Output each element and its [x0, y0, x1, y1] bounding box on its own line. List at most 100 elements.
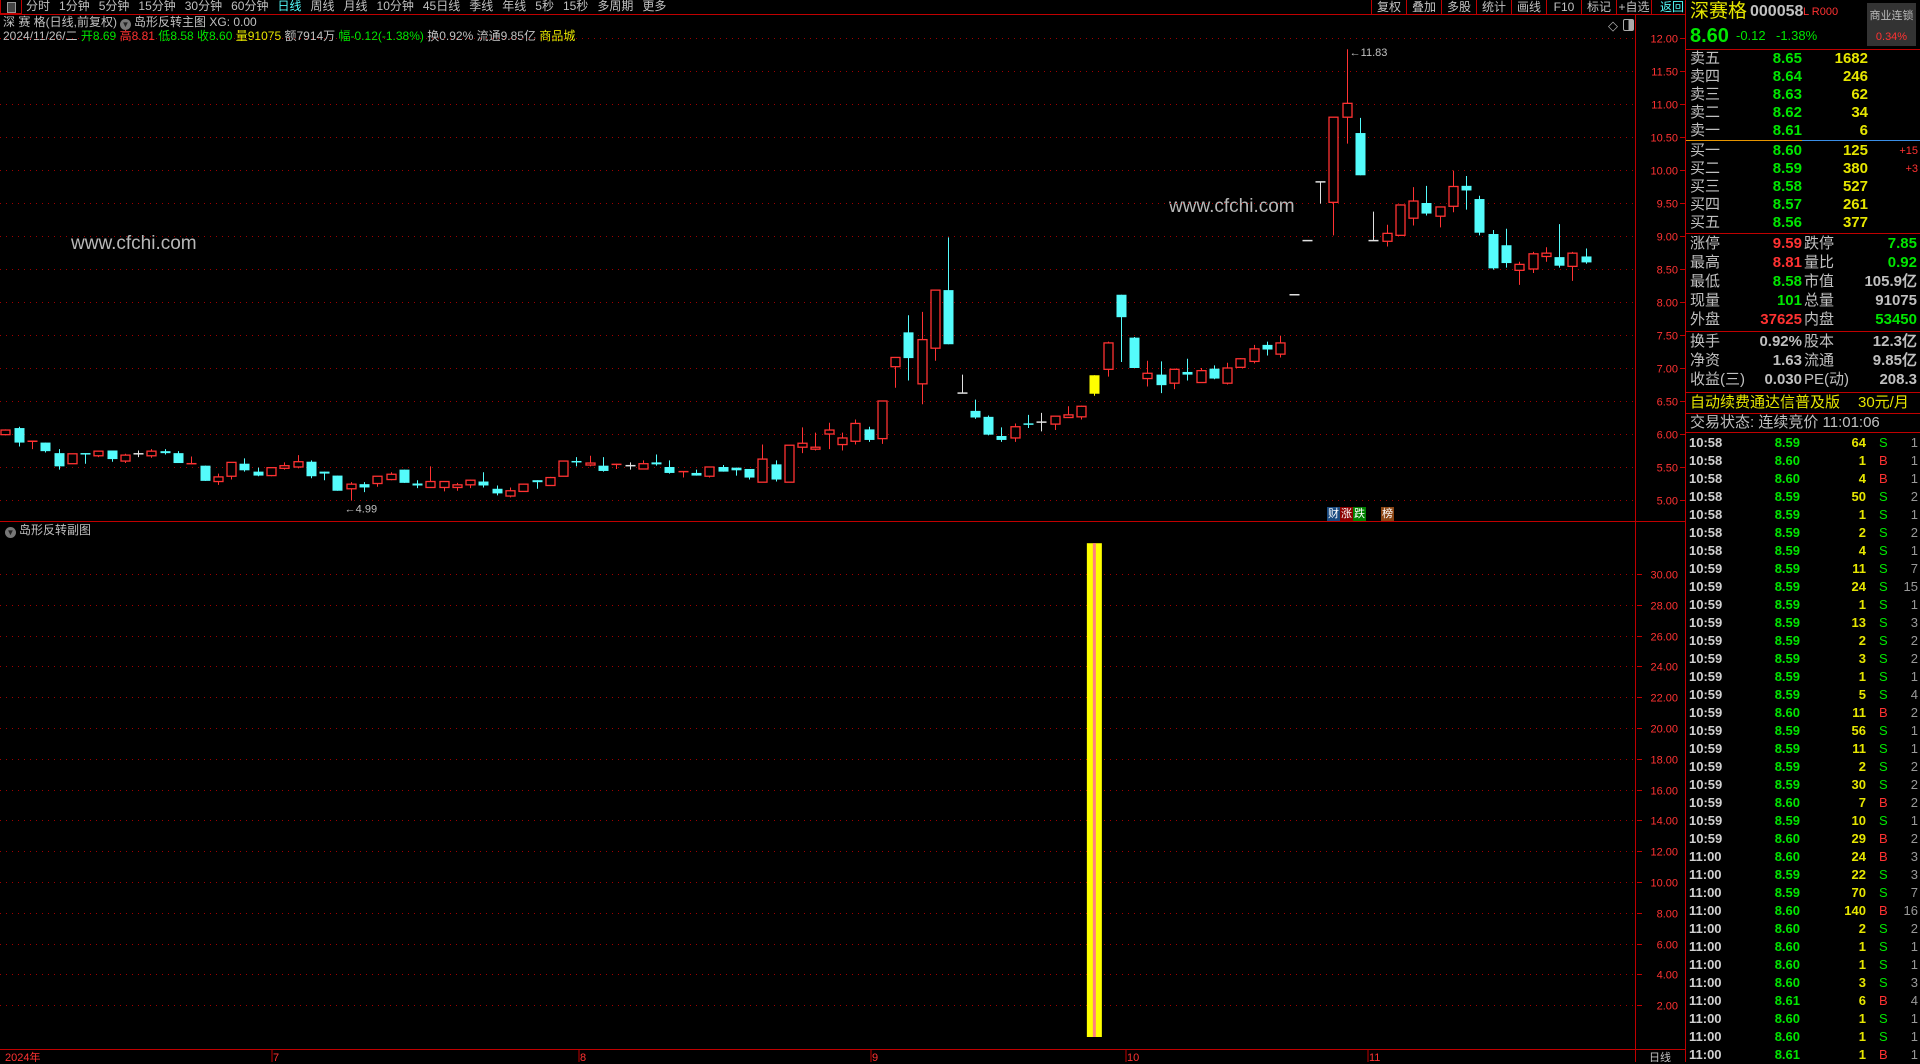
kline-chart[interactable]: 12.00 11.50 11.00 10.50 10.00 9.50 9.00 8.50 8.0… [0, 0, 1686, 1062]
candle-body[interactable] [1355, 133, 1366, 176]
rank-badge[interactable]: 榜 [1381, 507, 1394, 521]
candle-body[interactable] [1514, 263, 1525, 271]
candle-body[interactable] [1142, 372, 1153, 380]
candle-body[interactable] [1156, 374, 1167, 386]
candle-body[interactable] [213, 476, 224, 483]
candle-body[interactable] [890, 356, 901, 368]
candle-body[interactable] [864, 429, 875, 440]
candle-body[interactable] [1382, 232, 1393, 242]
sector-link[interactable]: 商品城 [539, 29, 576, 43]
candle-body[interactable] [107, 450, 118, 460]
bid-level[interactable]: 买三 8.58 527 [1686, 178, 1920, 196]
candle-body[interactable] [1328, 116, 1339, 203]
candle-body[interactable] [1209, 368, 1220, 379]
period-label[interactable]: 日线 [1649, 1050, 1671, 1062]
candle-body[interactable] [425, 480, 436, 489]
candle-body[interactable] [837, 437, 848, 446]
candle-body[interactable] [1435, 206, 1446, 217]
candle-body[interactable] [478, 481, 489, 486]
bid-level[interactable]: 买一 8.60 125 +15 [1686, 142, 1920, 160]
candle-body[interactable] [545, 476, 556, 487]
tab-period[interactable]: 年线 [502, 0, 527, 13]
candle-body[interactable] [771, 464, 782, 480]
candle-body[interactable] [67, 453, 78, 465]
candle-body[interactable] [1050, 415, 1061, 425]
candle-body[interactable] [1249, 348, 1260, 363]
candle-body[interactable] [160, 451, 171, 454]
candle-body[interactable] [1235, 358, 1246, 368]
candle-body[interactable] [1196, 369, 1207, 384]
candle-body[interactable] [638, 463, 649, 470]
sector-box[interactable]: 商业连锁 0.34% [1867, 3, 1916, 46]
candle-body[interactable] [1262, 344, 1273, 350]
candle-body[interactable] [598, 465, 609, 471]
tab-period[interactable]: 月线 [343, 0, 368, 13]
tab-period[interactable]: 1分钟 [59, 0, 90, 13]
candle-body[interactable] [691, 472, 702, 476]
candle-body[interactable] [293, 461, 304, 468]
candle-body[interactable] [996, 435, 1007, 440]
candle-body[interactable] [173, 453, 184, 464]
toolbar-button[interactable]: 统计 [1476, 0, 1511, 14]
chevron-down-icon[interactable]: ▼ [120, 19, 131, 30]
candle-body[interactable] [930, 289, 941, 349]
candle-body[interactable] [0, 429, 11, 436]
candle-body[interactable] [810, 446, 821, 450]
candle-body[interactable] [704, 466, 715, 477]
candle-body[interactable] [386, 473, 397, 481]
candle-body[interactable] [1342, 102, 1353, 118]
candle-body[interactable] [226, 461, 237, 477]
candle-body[interactable] [943, 290, 954, 345]
bid-level[interactable]: 买二 8.59 380 +3 [1686, 160, 1920, 178]
candle-body[interactable] [399, 469, 410, 483]
candle-body[interactable] [1076, 405, 1087, 418]
candle-body[interactable] [359, 484, 370, 488]
candle-body[interactable] [1129, 337, 1140, 368]
candle-body[interactable] [346, 483, 357, 490]
bid-level[interactable]: 买五 8.56 377 [1686, 214, 1920, 232]
candle-body[interactable] [1408, 200, 1419, 219]
candle-body[interactable] [1222, 367, 1233, 384]
candle-body[interactable] [266, 467, 277, 477]
candle-body[interactable] [1528, 253, 1539, 270]
toggle-panel-icon[interactable] [1623, 19, 1634, 31]
candle-body[interactable] [532, 480, 543, 483]
candle-body[interactable] [492, 488, 503, 494]
candle-body[interactable] [917, 338, 928, 385]
candle-body[interactable] [332, 475, 343, 491]
candle-body[interactable] [970, 410, 981, 418]
candle-body[interactable] [120, 454, 131, 462]
candle-body[interactable] [1275, 342, 1286, 355]
toolbar-button[interactable]: 标记 [1581, 0, 1616, 14]
candle-body[interactable] [1567, 252, 1578, 268]
candle-body[interactable] [877, 400, 888, 440]
candle-body[interactable] [664, 467, 675, 473]
candle-body[interactable] [372, 475, 383, 485]
candle-body[interactable] [1010, 426, 1021, 439]
candle-body[interactable] [505, 490, 516, 497]
candle-body[interactable] [54, 453, 65, 467]
tab-period[interactable]: 15秒 [562, 0, 589, 13]
candle-body[interactable] [306, 461, 317, 477]
candle-body[interactable] [518, 483, 529, 493]
candle-body[interactable] [1501, 245, 1512, 264]
candle-body[interactable] [757, 458, 768, 483]
tab-period[interactable]: 日线 [277, 0, 302, 13]
candle-body[interactable] [279, 465, 290, 469]
tab-period[interactable]: 多周期 [597, 0, 634, 13]
ask-level[interactable]: 卖二 8.62 34 [1686, 104, 1920, 122]
candle-body[interactable] [651, 462, 662, 465]
ask-level[interactable]: 卖三 8.63 62 [1686, 86, 1920, 104]
tab-period[interactable]: 更多 [642, 0, 667, 13]
rise-badge[interactable]: 涨 [1340, 507, 1353, 521]
tab-period[interactable]: 5分钟 [98, 0, 130, 13]
indicator-name[interactable]: 岛形反转主图 [134, 15, 207, 29]
tab-period[interactable]: 15分钟 [138, 0, 176, 13]
toolbar-button[interactable]: 多股 [1441, 0, 1476, 14]
candle-body[interactable] [731, 467, 742, 471]
candle-body[interactable] [558, 460, 569, 477]
ask-level[interactable]: 卖四 8.64 246 [1686, 68, 1920, 86]
candle-body[interactable] [253, 471, 264, 476]
tab-period[interactable]: 30分钟 [184, 0, 223, 13]
candle-body[interactable] [465, 479, 476, 486]
